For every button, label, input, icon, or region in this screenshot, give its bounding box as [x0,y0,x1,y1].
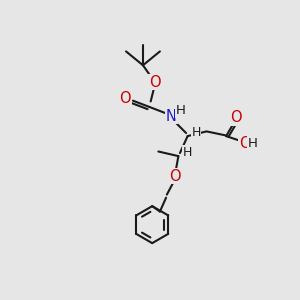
Text: O: O [169,169,180,184]
Text: H: H [183,146,192,159]
Text: O: O [119,91,131,106]
Text: H: H [191,126,201,139]
Text: H: H [248,136,257,149]
Text: O: O [239,136,250,151]
Text: H: H [176,104,186,117]
Text: O: O [149,75,160,90]
Text: O: O [230,110,242,125]
Text: N: N [166,109,177,124]
